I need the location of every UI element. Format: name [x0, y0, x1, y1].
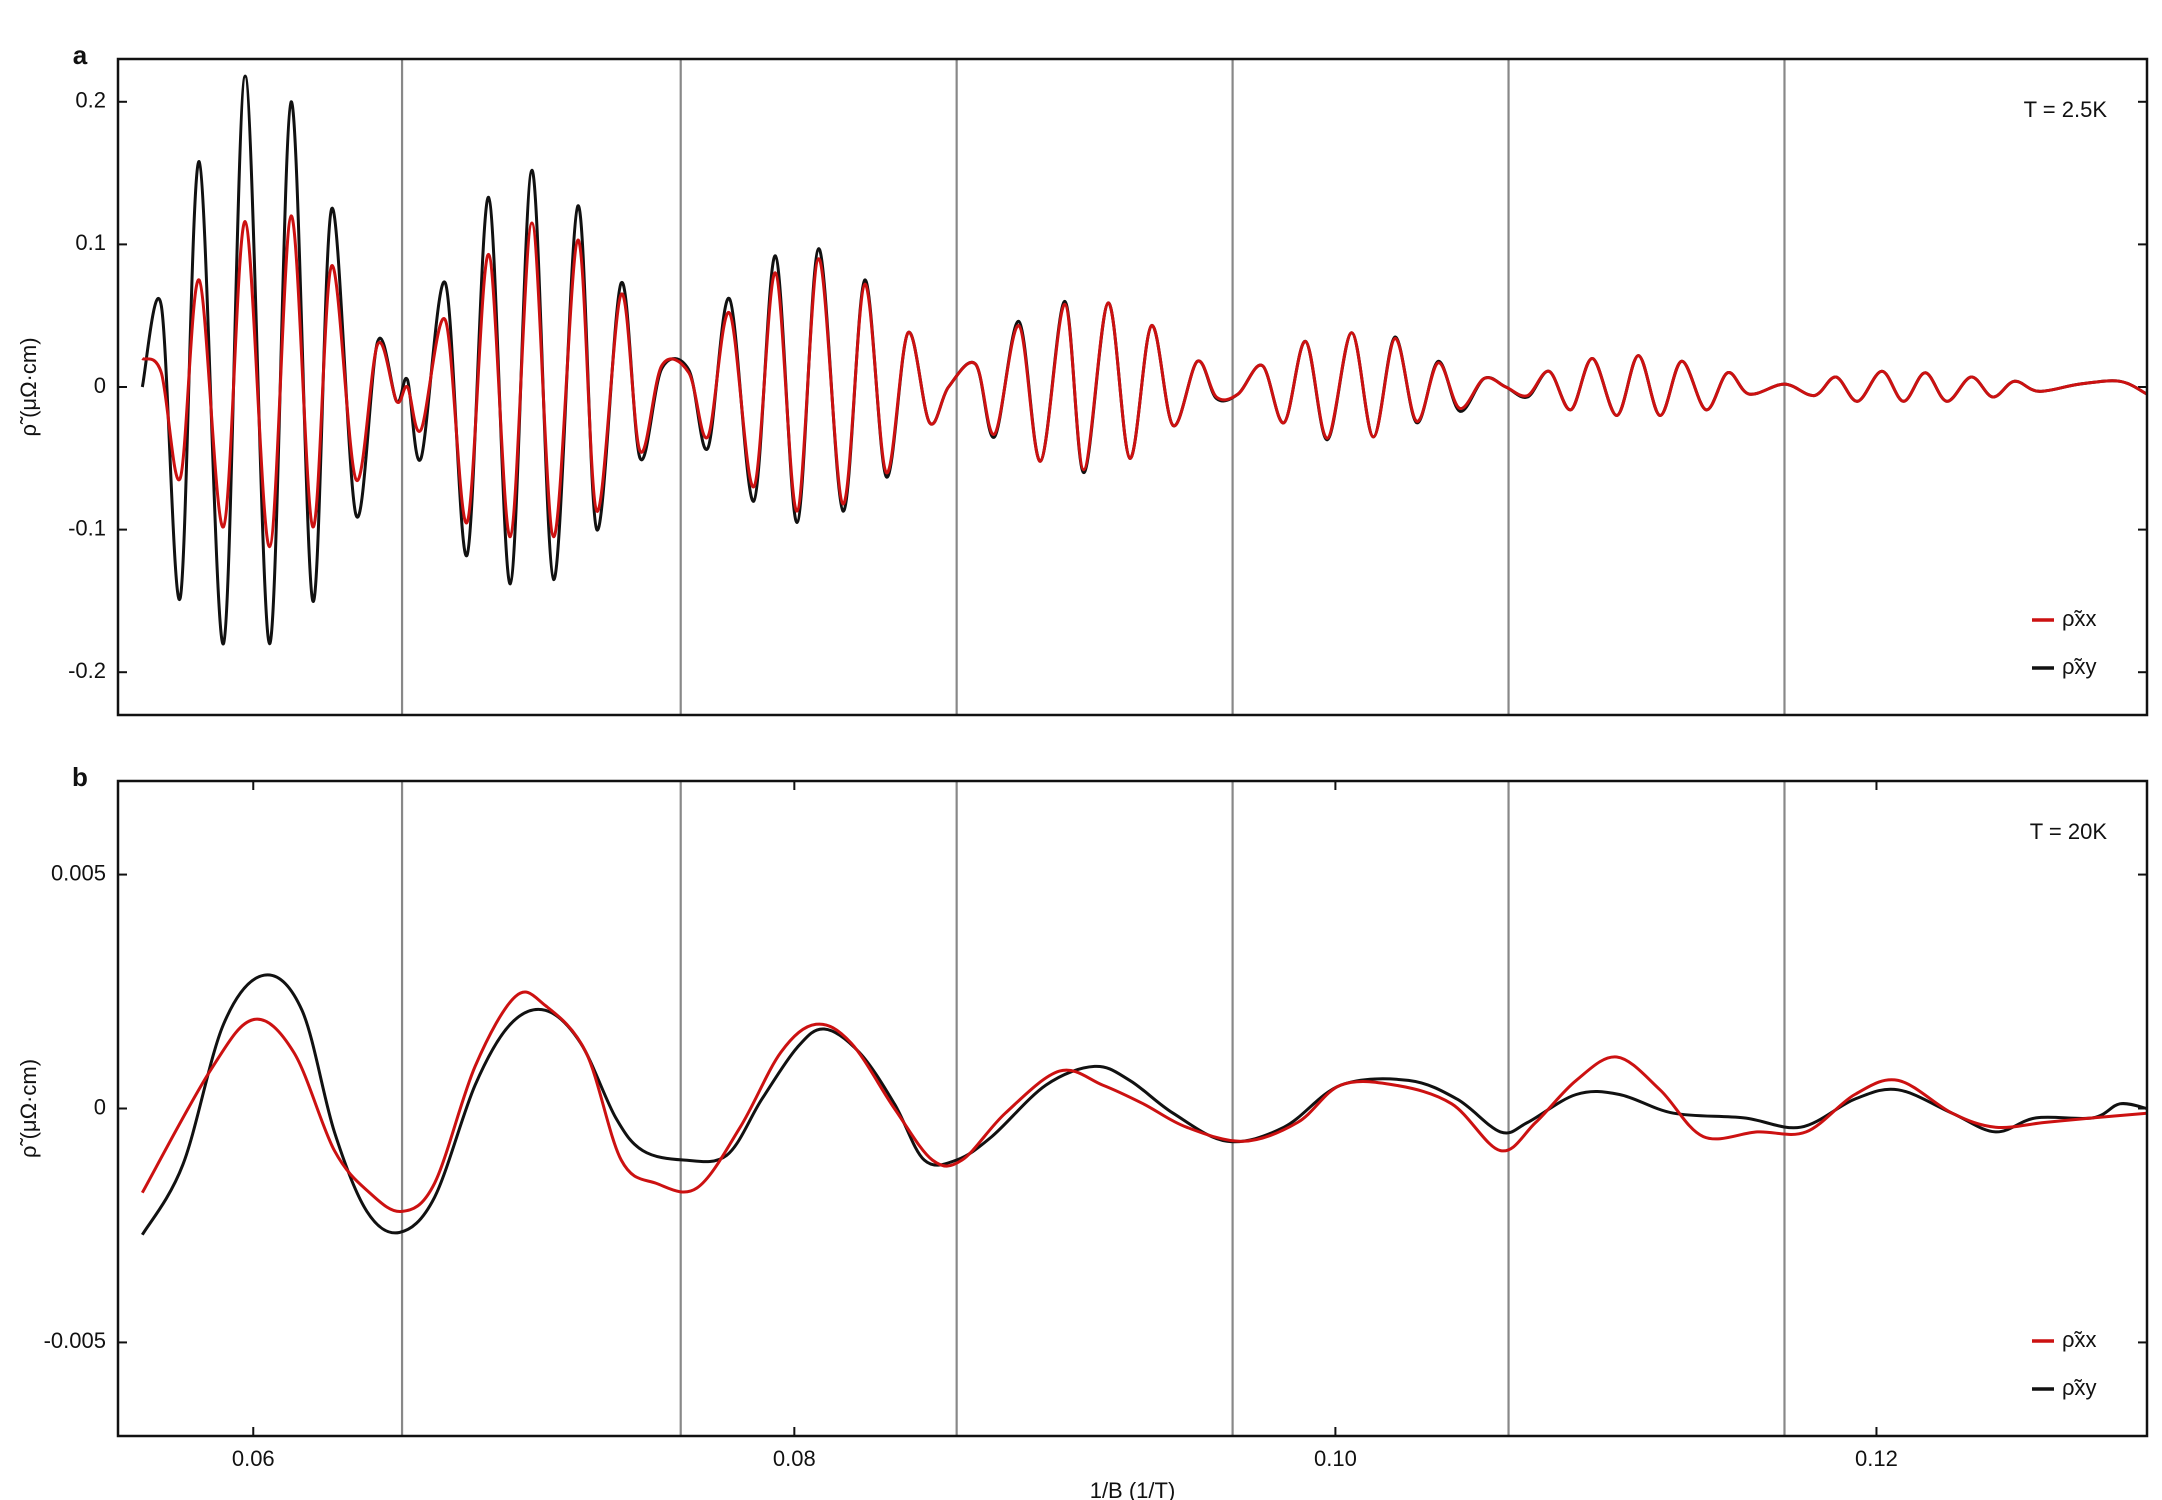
legend-label: ρ̃xy [2062, 1375, 2097, 1400]
y-tick-label: -0.1 [68, 515, 106, 540]
x-tick-label: 0.12 [1855, 1446, 1898, 1471]
panel-label: a [73, 40, 88, 70]
x-tick-label: 0.08 [773, 1446, 816, 1471]
data-line [141, 214, 2147, 549]
y-axis-label: ρ̃ (μΩ·cm) [16, 337, 41, 436]
legend-label: ρ̃xx [2062, 1327, 2097, 1352]
legend-label: ρ̃xy [2062, 654, 2097, 679]
legend-label: ρ̃xx [2062, 606, 2097, 631]
y-tick-label: -0.005 [44, 1328, 106, 1353]
y-axis-label: ρ̃ (μΩ·cm) [16, 1059, 41, 1158]
plot-area [140, 74, 2147, 646]
y-tick-label: 0 [94, 373, 106, 398]
axes-frame [116, 57, 2149, 717]
y-tick-label: 0.1 [75, 230, 106, 255]
annotation: T = 20K [2030, 819, 2108, 844]
x-axis-label: 1/B (1/T) [1090, 1478, 1176, 1500]
data-line [141, 973, 2147, 1236]
annotation: T = 2.5K [2024, 97, 2108, 122]
y-tick-label: -0.2 [68, 658, 106, 683]
x-tick-label: 0.10 [1314, 1446, 1357, 1471]
axes-frame [116, 779, 2149, 1438]
data-line [140, 990, 2147, 1213]
y-tick-label: 0.005 [51, 860, 106, 885]
panel-label: b [72, 762, 88, 792]
x-tick-label: 0.06 [232, 1446, 275, 1471]
y-tick-label: 0.2 [75, 88, 106, 113]
plot-area [140, 973, 2147, 1236]
y-tick-label: 0 [94, 1094, 106, 1119]
